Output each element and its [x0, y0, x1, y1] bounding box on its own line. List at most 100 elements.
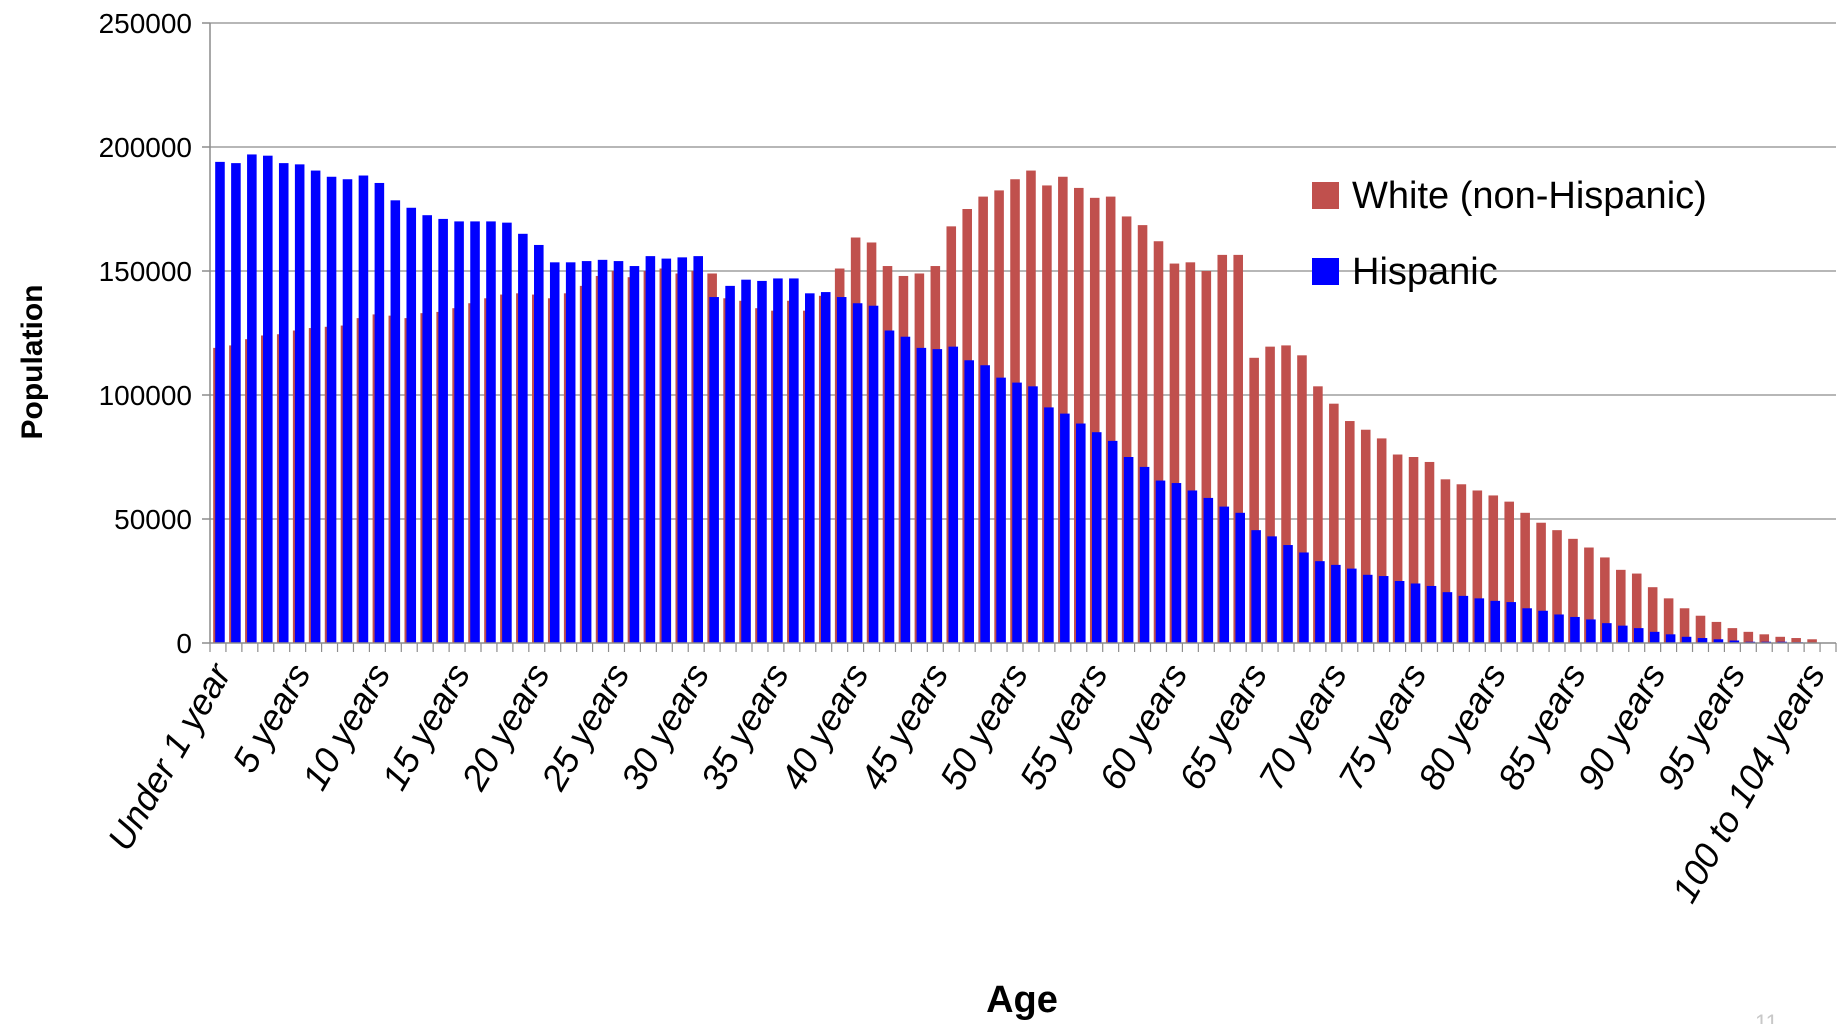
- bar-white-69: [1313, 386, 1323, 643]
- bar-hispanic-48: [980, 365, 990, 643]
- bar-white-92: [1679, 608, 1690, 643]
- bar-hispanic-7: [326, 176, 337, 643]
- bar-hispanic-4: [278, 163, 289, 643]
- bar-hispanic-72: [1362, 574, 1373, 643]
- bar-hispanic-85: [1570, 616, 1580, 643]
- bar-hispanic-24: [597, 259, 608, 643]
- bar-hispanic-0: [215, 161, 225, 643]
- bar-hispanic-37: [805, 293, 815, 643]
- bar-hispanic-69: [1315, 561, 1325, 643]
- x-axis-title: Age: [986, 979, 1058, 1021]
- y-tick-label-5: 250000: [99, 8, 192, 39]
- bar-hispanic-86: [1586, 619, 1596, 643]
- bar-hispanic-13: [422, 215, 432, 643]
- bar-hispanic-79: [1474, 598, 1485, 643]
- bar-hispanic-56: [1107, 440, 1118, 643]
- bar-hispanic-14: [438, 218, 448, 644]
- bar-white-74: [1392, 454, 1403, 643]
- bar-hispanic-47: [964, 360, 974, 643]
- y-axis-title: Population: [16, 285, 49, 440]
- bar-hispanic-23: [581, 261, 592, 643]
- bar-hispanic-33: [741, 279, 751, 643]
- bar-hispanic-66: [1267, 536, 1277, 643]
- bar-hispanic-88: [1618, 625, 1628, 643]
- bar-white-73: [1376, 438, 1387, 643]
- bar-white-72: [1360, 429, 1371, 643]
- legend: White (non-Hispanic) Hispanic: [1312, 175, 1707, 293]
- bar-hispanic-11: [390, 200, 401, 643]
- bar-hispanic-53: [1060, 413, 1070, 643]
- bar-hispanic-32: [725, 285, 735, 643]
- bar-hispanic-81: [1506, 602, 1516, 643]
- bar-white-86: [1584, 547, 1594, 643]
- bar-hispanic-29: [677, 257, 688, 643]
- bar-hispanic-3: [263, 155, 273, 643]
- bar-hispanic-22: [565, 262, 576, 643]
- bar-hispanic-92: [1681, 636, 1692, 643]
- bar-hispanic-27: [645, 256, 656, 643]
- bar-hispanic-63: [1219, 506, 1230, 643]
- bar-hispanic-75: [1410, 583, 1421, 643]
- bar-hispanic-90: [1649, 631, 1660, 643]
- bar-white-94: [1711, 621, 1722, 643]
- bar-hispanic-68: [1299, 552, 1309, 643]
- bar-hispanic-19: [518, 233, 528, 644]
- bar-hispanic-89: [1633, 628, 1644, 643]
- bar-hispanic-39: [836, 297, 847, 643]
- bar-hispanic-18: [502, 222, 512, 643]
- bar-white-79: [1472, 490, 1483, 643]
- bar-white-81: [1504, 501, 1514, 643]
- bar-hispanic-44: [916, 347, 927, 643]
- bar-white-76: [1424, 461, 1435, 643]
- bar-hispanic-93: [1697, 638, 1708, 643]
- bar-hispanic-42: [884, 330, 895, 643]
- bar-hispanic-77: [1442, 592, 1453, 643]
- bar-hispanic-8: [342, 179, 353, 644]
- bar-hispanic-87: [1602, 623, 1612, 643]
- bar-hispanic-67: [1283, 545, 1293, 643]
- bar-hispanic-50: [1012, 382, 1022, 643]
- bar-hispanic-38: [820, 292, 831, 643]
- bar-white-87: [1600, 557, 1610, 643]
- y-tick-labels: 0 50000 100000 150000 200000 250000: [99, 8, 192, 659]
- y-tick-label-1: 50000: [114, 504, 192, 535]
- bar-white-78: [1456, 484, 1467, 643]
- bar-hispanic-35: [773, 278, 783, 643]
- bar-hispanic-70: [1331, 564, 1341, 643]
- bar-hispanic-55: [1091, 432, 1102, 643]
- bar-white-83: [1536, 522, 1546, 643]
- bar-hispanic-78: [1458, 595, 1469, 643]
- bar-hispanic-5: [294, 164, 305, 644]
- bar-hispanic-40: [852, 303, 863, 643]
- bar-white-80: [1488, 495, 1499, 643]
- bar-white-53: [1058, 176, 1068, 643]
- bar-hispanic-74: [1394, 581, 1405, 643]
- bar-white-64: [1233, 254, 1243, 643]
- legend-swatch-0: [1312, 182, 1339, 209]
- bar-hispanic-58: [1139, 466, 1150, 643]
- bar-hispanic-71: [1347, 568, 1357, 643]
- bar-white-63: [1217, 254, 1228, 643]
- bar-hispanic-31: [709, 297, 719, 643]
- bar-white-82: [1520, 512, 1530, 643]
- bar-white-75: [1408, 457, 1419, 643]
- bar-hispanic-83: [1538, 610, 1548, 643]
- bar-hispanic-51: [1028, 386, 1038, 643]
- y-tick-label-4: 200000: [99, 132, 192, 163]
- bar-white-54: [1074, 187, 1084, 644]
- bar-white-62: [1201, 271, 1212, 643]
- legend-label-1: Hispanic: [1352, 251, 1498, 293]
- bar-hispanic-62: [1203, 497, 1214, 643]
- bar-hispanic-30: [693, 256, 703, 643]
- bar-white-55: [1089, 197, 1100, 643]
- x-tick-label-0: Under 1 year: [99, 655, 240, 857]
- bar-white-65: [1249, 357, 1259, 643]
- bar-hispanic-82: [1522, 608, 1532, 643]
- y-tick-label-3: 150000: [99, 256, 192, 287]
- bar-hispanic-20: [534, 244, 544, 643]
- bar-hispanic-94: [1713, 639, 1724, 643]
- bar-hispanic-76: [1426, 585, 1437, 643]
- bar-hispanic-15: [454, 221, 464, 643]
